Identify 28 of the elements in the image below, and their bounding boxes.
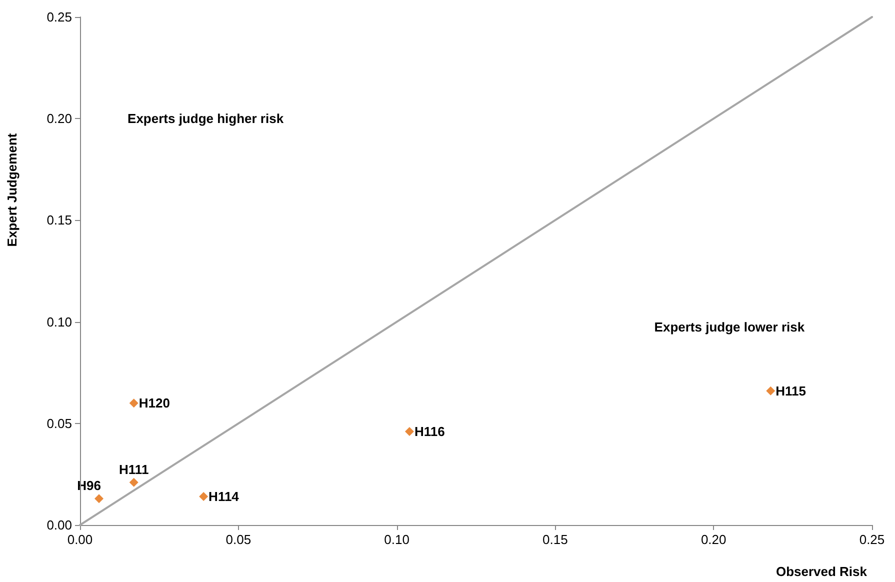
y-tick-label: 0.25 <box>46 10 72 24</box>
x-tick-label: 0.10 <box>384 532 410 547</box>
annotation: H115 <box>776 383 806 398</box>
annotation: Experts judge lower risk <box>654 319 806 334</box>
x-tick-label: 0.05 <box>226 532 252 547</box>
y-tick-label: 0.10 <box>46 314 72 330</box>
x-tick-label: 0.20 <box>700 532 726 547</box>
point <box>129 478 138 487</box>
annotation: Experts judge higher risk <box>128 111 284 126</box>
x-tick-label: 0.00 <box>67 532 93 547</box>
y-tick-label: 0.00 <box>46 518 72 532</box>
annotation: H96 <box>77 478 101 494</box>
y-axis-title: Expert Judgement <box>4 132 20 247</box>
y-tick-label: 0.20 <box>46 111 72 126</box>
point <box>404 427 414 436</box>
annotation: H120 <box>138 396 170 411</box>
y-tick-label: 0.05 <box>46 416 72 431</box>
point <box>199 492 208 502</box>
annotation: H114 <box>208 489 240 504</box>
x-tick-label: 0.25 <box>859 532 885 547</box>
annotation: H116 <box>414 424 445 440</box>
x-tick-label: 0.15 <box>542 532 568 547</box>
annotation: H111 <box>119 462 149 477</box>
point <box>94 494 104 504</box>
x-axis-title: Observed Risk <box>776 564 868 579</box>
y-tick-label: 0.15 <box>46 212 72 228</box>
point <box>129 398 138 408</box>
point <box>766 386 776 396</box>
